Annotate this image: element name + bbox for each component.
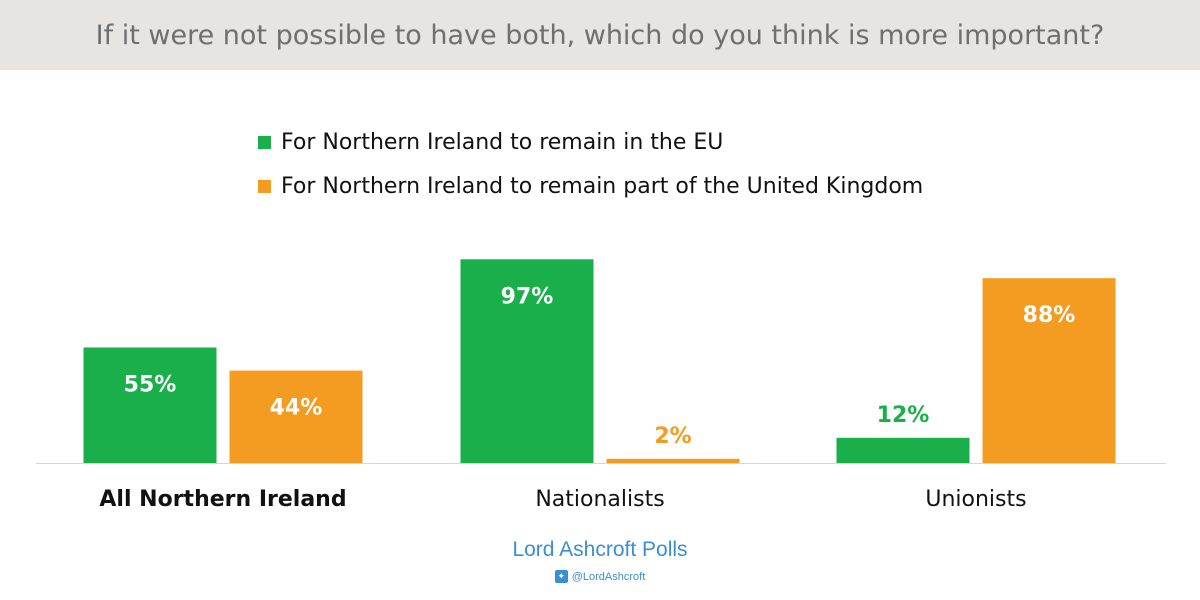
category-label-0: All Northern Ireland xyxy=(99,487,346,512)
category-label-2: Unionists xyxy=(925,487,1026,512)
category-label-1: Nationalists xyxy=(535,487,664,512)
chart-title: If it were not possible to have both, wh… xyxy=(95,19,1105,51)
data-label-uk-2: 88% xyxy=(1023,303,1076,328)
twitter-bird-icon: ✦ xyxy=(554,570,568,583)
data-label-uk-0: 44% xyxy=(270,396,323,421)
bar-eu-1 xyxy=(460,259,594,463)
legend-label-eu: For Northern Ireland to remain in the EU xyxy=(281,129,724,155)
footer: Lord Ashcroft Polls ✦ @LordAshcroft xyxy=(0,538,1200,583)
title-band: If it were not possible to have both, wh… xyxy=(0,0,1200,70)
legend-item-uk: For Northern Ireland to remain part of t… xyxy=(258,164,923,208)
data-label-eu-2: 12% xyxy=(877,403,930,428)
data-label-eu-0: 55% xyxy=(124,373,177,398)
bar-uk-0 xyxy=(229,370,363,463)
legend-label-uk: For Northern Ireland to remain part of t… xyxy=(281,173,924,199)
data-label-uk-1: 2% xyxy=(654,424,691,449)
bar-uk-1 xyxy=(606,458,740,463)
bar-eu-0 xyxy=(83,347,217,463)
brand-name: Lord Ashcroft Polls xyxy=(512,538,688,561)
bar-eu-2 xyxy=(836,437,970,463)
legend-item-eu: For Northern Ireland to remain in the EU xyxy=(258,120,923,164)
twitter-handle: @LordAshcroft xyxy=(571,570,646,583)
bar-uk-2 xyxy=(982,278,1116,463)
legend-swatch-uk xyxy=(258,179,271,193)
legend-swatch-eu xyxy=(258,135,271,149)
legend: For Northern Ireland to remain in the EU… xyxy=(258,120,923,208)
data-label-eu-1: 97% xyxy=(501,284,554,309)
twitter-line: ✦ @LordAshcroft xyxy=(0,570,1200,583)
